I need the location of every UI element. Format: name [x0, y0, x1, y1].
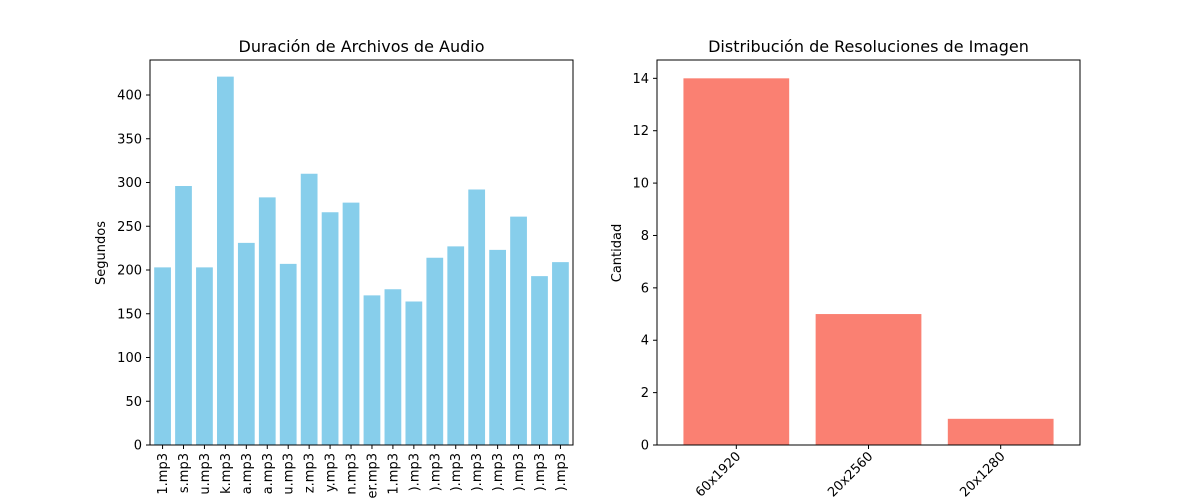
y-tick-label: 150 — [117, 307, 142, 322]
x-tick-label: s.mp3 — [177, 453, 192, 493]
y-tick-label: 0 — [641, 439, 649, 454]
x-tick-label: ).mp3 — [533, 453, 548, 491]
y-tick-label: 250 — [117, 220, 142, 235]
bar — [405, 301, 423, 445]
x-tick-label: 1.mp3 — [386, 453, 401, 495]
y-tick-label: 4 — [641, 334, 649, 349]
y-tick-label: 14 — [632, 72, 649, 87]
axes: 0 50 100 150 200 250 300 350 400 1.mp3 s.mp3 u.mp3 k… — [117, 59, 574, 498]
bar — [300, 173, 318, 445]
plot-frame — [149, 59, 574, 446]
bar — [363, 295, 381, 446]
y-tick-label: 0 — [134, 439, 142, 454]
x-tick-label: ).mp3 — [407, 453, 422, 491]
bar — [468, 189, 486, 445]
x-tick-label: u.mp3 — [198, 453, 213, 495]
bar — [683, 78, 790, 445]
x-tick-label: k.mp3 — [219, 453, 234, 494]
x-tick-label: ).mp3 — [491, 453, 506, 491]
bar — [196, 267, 213, 446]
bar — [510, 216, 527, 445]
bar — [321, 212, 339, 445]
bar — [947, 418, 1054, 445]
bar-group — [683, 78, 1054, 445]
y-tick-label: 12 — [632, 124, 649, 139]
chart-title: Duración de Archivos de Audio — [239, 37, 485, 56]
bar — [447, 246, 465, 446]
y-tick-label: 8 — [641, 229, 649, 244]
bar — [342, 202, 360, 446]
y-tick-label: 350 — [117, 132, 142, 147]
x-tick-label: ).mp3 — [428, 453, 443, 491]
bar — [815, 314, 922, 445]
x-tick-label: ).mp3 — [470, 453, 485, 491]
y-tick-label: 2 — [641, 386, 649, 401]
y-axis-label: Cantidad — [610, 224, 625, 282]
y-tick-label: 300 — [117, 176, 142, 191]
bar — [552, 262, 569, 446]
x-tick-label: ).mp3 — [449, 453, 464, 491]
x-tick-label: 1.mp3 — [156, 453, 171, 495]
bar — [279, 263, 297, 446]
bar — [154, 267, 171, 446]
x-tick-label: 20x2560 — [825, 449, 876, 500]
bar — [217, 76, 234, 446]
bar — [175, 186, 192, 445]
x-tick-label: a.mp3 — [261, 453, 276, 494]
x-tick-label: z.mp3 — [303, 453, 318, 493]
y-tick-label: 200 — [117, 264, 142, 279]
x-tick-label: ).mp3 — [512, 453, 527, 491]
y-tick-label: 100 — [117, 351, 142, 366]
x-tick-label: y.mp3 — [324, 453, 339, 492]
y-axis-label: Segundos — [94, 221, 109, 285]
bar-group — [154, 76, 569, 446]
bar — [489, 249, 506, 446]
bar — [384, 289, 402, 445]
y-tick-label: 6 — [641, 281, 649, 296]
audio-duration-chart: Duración de Archivos de Audio Segundos 0… — [94, 37, 574, 498]
bar — [258, 197, 276, 446]
bar — [237, 242, 255, 446]
image-resolution-chart: Distribución de Resoluciones de Imagen C… — [610, 37, 1081, 500]
x-tick-label: ).mp3 — [554, 453, 569, 491]
x-tick-label: 60x1920 — [693, 449, 744, 500]
x-tick-label: n.mp3 — [345, 453, 360, 495]
y-tick-label: 400 — [117, 89, 142, 104]
x-tick-label: a.mp3 — [240, 453, 255, 494]
x-tick-label: u.mp3 — [282, 453, 297, 495]
x-tick-label: er.mp3 — [365, 453, 380, 498]
y-tick-label: 50 — [125, 395, 142, 410]
chart-title: Distribución de Resoluciones de Imagen — [708, 37, 1029, 56]
y-tick-label: 10 — [632, 177, 649, 192]
x-tick-label: 20x1280 — [957, 449, 1008, 500]
bar — [531, 276, 548, 446]
bar — [426, 257, 444, 445]
